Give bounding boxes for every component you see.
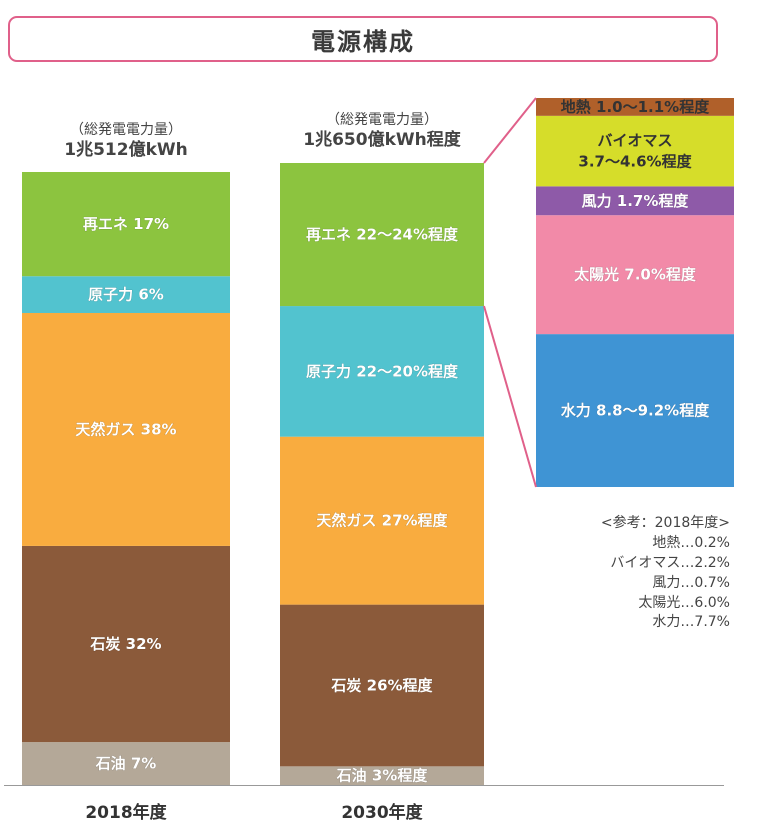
- bar-2018-segment-coal: [22, 545, 230, 743]
- total-note-2030: （総発電電力量） 1兆650億kWh程度: [270, 112, 494, 151]
- bar-2018-label-oil: 石油 7%: [95, 755, 157, 773]
- bar-2030-label-gas: 天然ガス 27%程度: [316, 512, 448, 530]
- baseline: [4, 785, 724, 786]
- year-label-2018: 2018年度: [85, 803, 167, 823]
- bar-renewables-segment-biomass: [536, 115, 734, 187]
- bar-2018-segment-gas: [22, 312, 230, 546]
- bar-renewables-label-hydro: 水力 8.8〜9.2%程度: [561, 402, 710, 420]
- bar-2018-label-coal: 石炭 32%: [89, 635, 161, 653]
- connector-line-top: [483, 97, 537, 164]
- bar-2018-label-gas: 天然ガス 38%: [75, 420, 176, 438]
- total-note-2030-sub: （総発電電力量）: [326, 112, 438, 128]
- bar-renewables-segment-hydro: [536, 334, 734, 487]
- reference-item-wind: 風力…0.7%: [652, 574, 730, 591]
- bar-2030-segment-nuclear: [280, 306, 484, 437]
- bar-2030-segment-renewable: [280, 163, 484, 307]
- bar-renewables-segment-wind: [536, 186, 734, 216]
- bar-2018-segment-nuclear: [22, 276, 230, 313]
- title-box: 電源構成: [8, 16, 718, 62]
- bar-renewables-segment-geothermal: [536, 98, 734, 116]
- bar-2018-label-renewable: 再エネ 17%: [83, 215, 169, 233]
- reference-item-hydro: 水力…7.7%: [652, 614, 730, 631]
- reference-box: <参考：2018年度> 地熱…0.2% バイオマス…2.2% 風力…0.7% 太…: [540, 514, 730, 633]
- bar-2030-segment-oil: [280, 766, 484, 785]
- bar-renewables-label-solar: 太陽光 7.0%程度: [574, 266, 697, 284]
- page-title: 電源構成: [311, 27, 415, 56]
- reference-item-solar: 太陽光…6.0%: [638, 594, 730, 611]
- reference-item-geothermal: 地熱…0.2%: [652, 534, 730, 551]
- bar-2030-label-coal: 石炭 26%程度: [330, 676, 433, 694]
- reference-title: <参考：2018年度>: [600, 515, 730, 531]
- total-note-2018-main: 1兆512億kWh: [64, 139, 188, 160]
- total-note-2030-main: 1兆650億kWh程度: [303, 129, 461, 150]
- total-note-2018-sub: （総発電電力量）: [70, 122, 182, 138]
- bar-renewables-label-geothermal: 地熱 1.0〜1.1%程度: [561, 98, 710, 116]
- bar-2030-segment-gas: [280, 436, 484, 605]
- reference-item-biomass: バイオマス…2.2%: [610, 554, 730, 571]
- year-label-2030: 2030年度: [341, 803, 423, 823]
- bar-2030-label-renewable: 再エネ 22〜24%程度: [306, 226, 459, 244]
- bar-2018-label-nuclear: 原子力 6%: [88, 286, 164, 304]
- bar-renewables-label-biomass: バイオマス 3.7〜4.6%程度: [578, 132, 692, 171]
- total-note-2018: （総発電電力量） 1兆512億kWh: [22, 122, 230, 161]
- bar-2030-label-nuclear: 原子力 22〜20%程度: [306, 362, 459, 380]
- bar-2030-label-oil: 石油 3%程度: [336, 767, 429, 785]
- bar-renewables-label-wind: 風力 1.7%程度: [582, 192, 690, 210]
- bar-2018-segment-renewable: [22, 172, 230, 277]
- bar-2030-segment-coal: [280, 604, 484, 767]
- connector-line-bottom: [483, 305, 537, 488]
- bar-2018-segment-oil: [22, 742, 230, 785]
- bar-renewables-segment-solar: [536, 215, 734, 335]
